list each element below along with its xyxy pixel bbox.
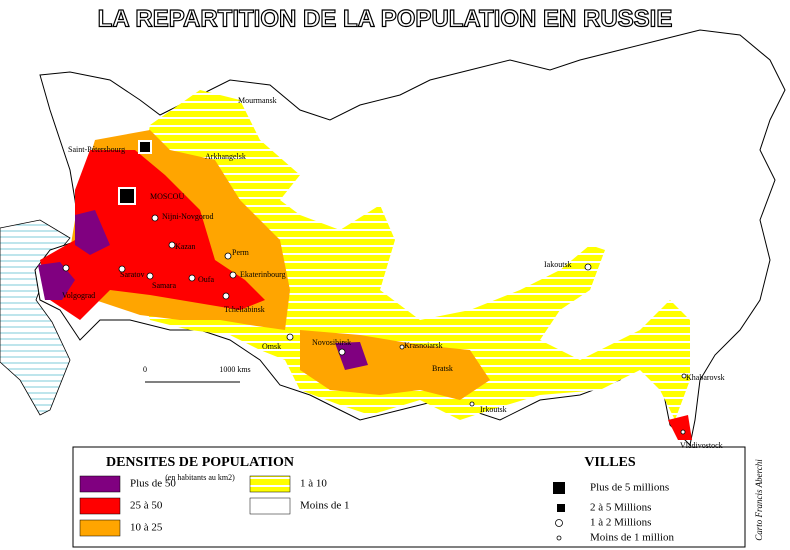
legend-box (72, 446, 746, 548)
city-marker (469, 401, 475, 407)
scale-start: 0 (143, 365, 147, 374)
city-label: Volgograd (62, 291, 95, 300)
city-label: Kazan (175, 242, 195, 251)
city-label: Omsk (262, 342, 281, 351)
city-label: Tcheliabinsk (224, 305, 265, 314)
scale-end: 1000 kms (219, 365, 250, 374)
density-25-50 (40, 150, 265, 320)
legend-label: 25 à 50 (130, 500, 163, 512)
legend-label: Plus de 50 (130, 478, 176, 490)
city-label: Perm (232, 248, 250, 257)
legend-swatch (249, 497, 291, 515)
legend-label: Plus de 5 millions (590, 482, 669, 494)
city-marker (146, 272, 154, 280)
city-marker (224, 252, 232, 260)
legend-swatch (79, 519, 121, 537)
legend-label: 1 à 2 Millions (590, 517, 651, 529)
legend-marker (553, 482, 565, 494)
city-label: Iakoutsk (544, 260, 572, 269)
density-25-50 (668, 415, 692, 440)
city-label: Nijni-Novgorod (162, 212, 214, 221)
city-label: Mourmansk (238, 96, 277, 105)
density-plus-50 (75, 210, 110, 255)
city-marker (584, 263, 592, 271)
city-marker (118, 187, 136, 205)
city-marker (680, 429, 686, 435)
city-label: Vladivostock (680, 441, 723, 450)
city-marker (138, 140, 152, 154)
city-marker (222, 292, 230, 300)
title: LA REPARTITION DE LA POPULATION EN RUSSI… (98, 5, 673, 32)
city-marker (681, 373, 687, 379)
city-label: Bratsk (432, 364, 453, 373)
city-marker (168, 241, 176, 249)
city-label: Novosibirsk (312, 338, 351, 347)
city-marker (399, 344, 405, 350)
legend-swatch (79, 497, 121, 515)
legend-label: 1 à 10 (300, 478, 327, 490)
legend-swatch (79, 475, 121, 493)
legend-marker (555, 519, 563, 527)
legend-marker (556, 535, 562, 541)
city-marker (229, 271, 237, 279)
city-label: Oufa (198, 275, 214, 284)
city-label: Irkoutsk (480, 405, 507, 414)
city-marker (151, 214, 159, 222)
city-label: Saint-Pétersbourg (68, 145, 125, 154)
city-marker (62, 264, 70, 272)
density-plus-50 (38, 262, 75, 300)
density-1-10 (130, 90, 690, 420)
city-label: Krasnoiarsk (404, 341, 443, 350)
legend-title: DENSITES DE POPULATION (106, 455, 294, 470)
city-marker (286, 333, 294, 341)
city-label: Saratov (120, 270, 144, 279)
legend-label: Moins de 1 (300, 500, 350, 512)
city-label: Samara (152, 281, 176, 290)
legend-swatch (249, 475, 291, 493)
credit: Carto Francis Aberchi (754, 459, 764, 541)
legend-label: 10 à 25 (130, 522, 163, 534)
city-marker (188, 274, 196, 282)
city-marker (118, 265, 126, 273)
city-label: Khabarovsk (686, 373, 725, 382)
neighbour-land (0, 219, 71, 416)
city-label: MOSCOU (150, 192, 184, 201)
legend-marker (557, 504, 565, 512)
legend-subtitle: (en habitants au km2) (165, 473, 235, 482)
legend-label: Moins de 1 million (590, 532, 675, 544)
city-label: Arkhangelsk (205, 152, 246, 161)
legend-label: 2 à 5 Millions (590, 502, 651, 514)
city-label: Ekaterinbourg (240, 270, 286, 279)
legend-title: VILLES (584, 455, 636, 470)
city-marker (338, 348, 346, 356)
